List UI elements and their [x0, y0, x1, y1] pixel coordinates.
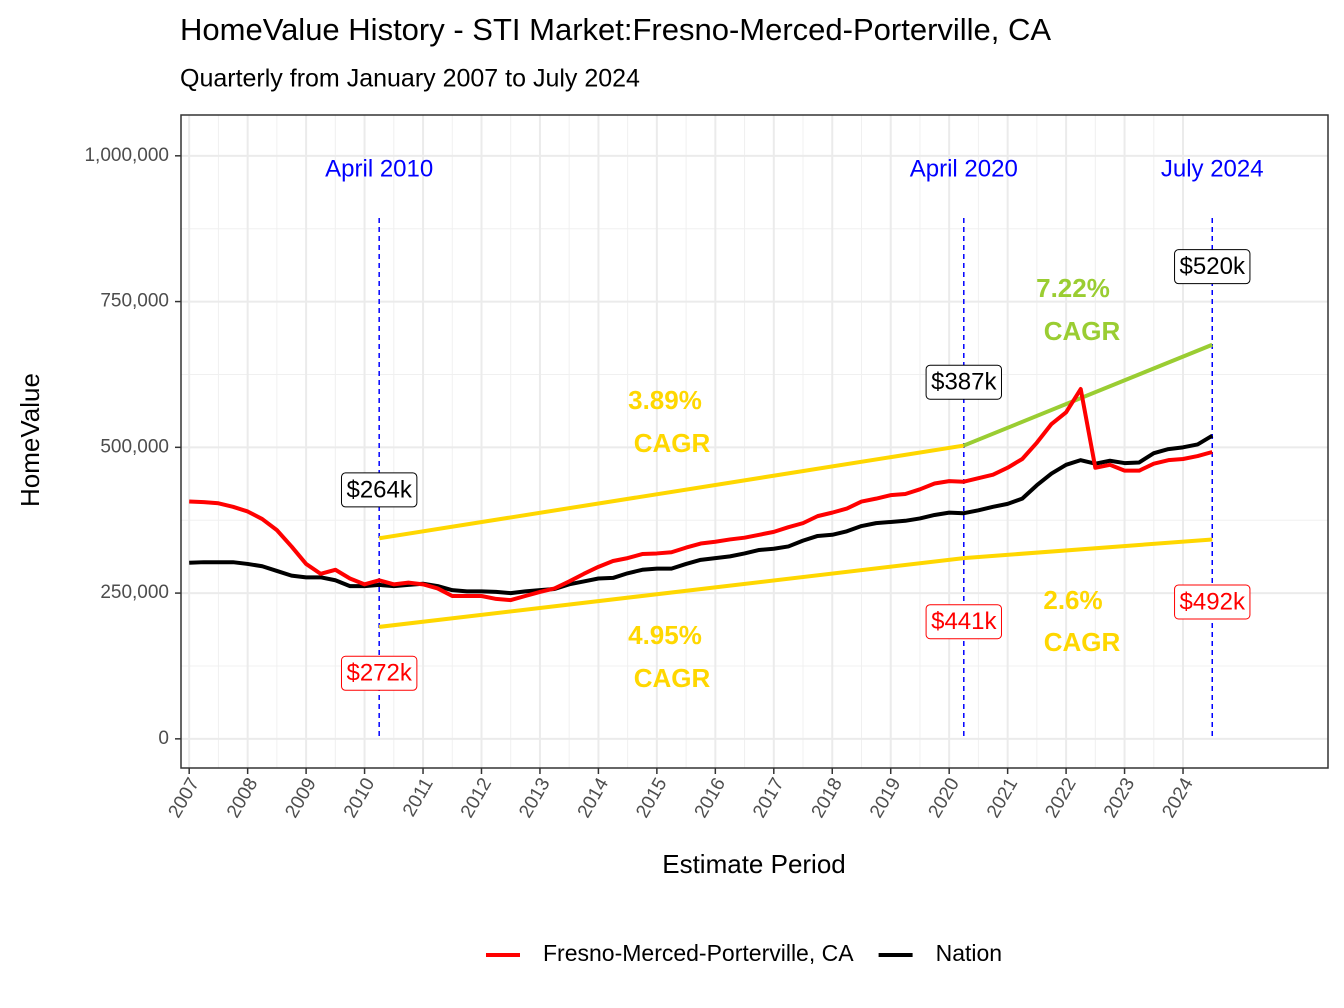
trend-line [963, 342, 1213, 448]
legend-label: Nation [936, 940, 1002, 966]
value-label-text: $387k [931, 369, 997, 396]
value-label: $520k [1174, 249, 1251, 285]
reference-label: April 2010 [325, 155, 433, 182]
trend-label: 3.89% [628, 385, 702, 415]
trend-label: CAGR [1044, 316, 1121, 346]
trend-line [963, 537, 1213, 561]
value-label-box [340, 655, 418, 691]
value-label: $264k [340, 472, 418, 508]
plot-border [180, 114, 1329, 769]
value-label-box [1174, 584, 1251, 620]
trend-label: 7.22% [1036, 273, 1110, 303]
value-label-box [340, 472, 418, 508]
value-label: $441k [925, 604, 1002, 640]
x-axis-label: Estimate Period [662, 849, 846, 879]
y-tick-label: 1,000,000 [84, 145, 169, 166]
legend-label: Fresno-Merced-Porterville, CA [543, 940, 854, 966]
chart-title: HomeValue History - STI Market:Fresno-Me… [180, 12, 1051, 47]
trend-line [378, 443, 965, 541]
series-line [189, 387, 1213, 603]
value-label-text: $492k [1180, 588, 1246, 615]
reference-label: April 2020 [910, 155, 1018, 182]
y-tick-label: 750,000 [100, 291, 169, 312]
value-label-text: $272k [346, 660, 412, 687]
y-axis-label: HomeValue [15, 373, 45, 507]
value-label-text: $441k [931, 608, 997, 635]
value-label-box [925, 604, 1002, 640]
y-tick-label: 250,000 [100, 582, 169, 603]
trend-line [378, 556, 965, 629]
trend-label: CAGR [1044, 627, 1121, 657]
value-label: $492k [1174, 584, 1251, 620]
y-tick-label: 500,000 [100, 436, 169, 457]
value-label: $272k [340, 655, 418, 691]
value-label-text: $264k [346, 476, 412, 503]
y-tick-label: 0 [158, 728, 169, 749]
value-label-box [1174, 249, 1251, 285]
reference-label: July 2024 [1161, 155, 1264, 182]
series-line [189, 433, 1214, 596]
trend-label: CAGR [634, 663, 711, 693]
trend-label: CAGR [634, 428, 711, 458]
chart-subtitle: Quarterly from January 2007 to July 2024 [180, 65, 640, 93]
trend-label: 2.6% [1043, 585, 1102, 615]
trend-label: 4.95% [628, 620, 702, 650]
value-label: $387k [925, 364, 1002, 400]
value-label-text: $520k [1180, 253, 1246, 280]
value-label-box [925, 364, 1002, 400]
